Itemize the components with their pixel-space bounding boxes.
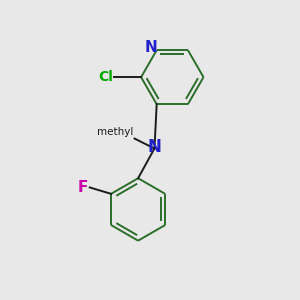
Text: methyl: methyl: [97, 127, 133, 137]
Text: N: N: [148, 138, 161, 156]
Text: N: N: [145, 40, 158, 55]
Text: Cl: Cl: [98, 70, 113, 84]
Text: F: F: [78, 180, 88, 195]
